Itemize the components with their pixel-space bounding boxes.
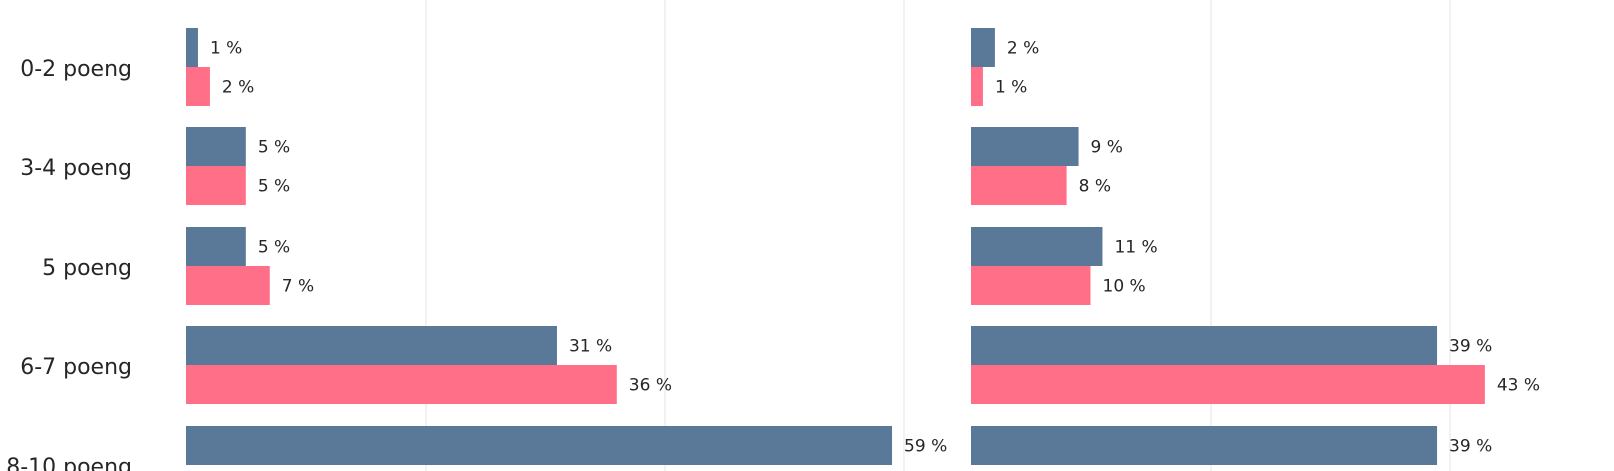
- bar-a-p2-4: [971, 426, 1438, 465]
- value-label: 5 %: [258, 177, 290, 197]
- bar-a-p1-1: [186, 127, 246, 166]
- bar-a-p1-3: [186, 326, 557, 365]
- category-labels: 0-2 poeng 3-4 poeng 5 poeng 6-7 poeng 8-10 p…: [6, 57, 132, 471]
- value-label: 5 %: [258, 238, 290, 258]
- bars: 1 % 5 % 5 % 31 % 59 % 2 % 5 % 7 % 36 % 2 % 9 % 11 %…: [186, 28, 1540, 465]
- bar-a-p1-0: [186, 28, 198, 67]
- bar-a-p2-2: [971, 227, 1103, 266]
- value-label: 8 %: [1079, 177, 1111, 197]
- category-label: 6-7 poeng: [20, 355, 132, 380]
- category-label: 5 poeng: [42, 256, 132, 281]
- value-label: 39 %: [1449, 437, 1492, 457]
- bar-b-p1-2: [186, 266, 270, 305]
- category-label: 0-2 poeng: [20, 57, 132, 82]
- bar-b-p2-0: [971, 67, 983, 106]
- bar-b-p1-3: [186, 365, 617, 404]
- bar-b-p2-3: [971, 365, 1485, 404]
- value-label: 9 %: [1091, 138, 1123, 158]
- value-label: 36 %: [629, 376, 672, 396]
- value-label: 2 %: [222, 78, 254, 98]
- value-label: 31 %: [569, 337, 612, 357]
- category-label: 8-10 poeng: [6, 455, 132, 471]
- bar-b-p1-0: [186, 67, 210, 106]
- bar-a-p1-2: [186, 227, 246, 266]
- value-label: 1 %: [995, 78, 1027, 98]
- value-label: 7 %: [282, 277, 314, 297]
- bar-b-p2-2: [971, 266, 1091, 305]
- bar-a-p1-4: [186, 426, 893, 465]
- value-label: 5 %: [258, 138, 290, 158]
- value-label: 10 %: [1103, 277, 1146, 297]
- value-label: 11 %: [1114, 238, 1157, 258]
- value-label: 39 %: [1449, 337, 1492, 357]
- bar-b-p1-1: [186, 166, 246, 205]
- bar-a-p2-1: [971, 127, 1079, 166]
- value-label: 43 %: [1497, 376, 1540, 396]
- bar-a-p2-0: [971, 28, 995, 67]
- bar-b-p2-1: [971, 166, 1067, 205]
- value-label: 2 %: [1007, 39, 1039, 59]
- value-label: 59 %: [904, 437, 947, 457]
- bar-a-p2-3: [971, 326, 1438, 365]
- value-label: 1 %: [210, 39, 242, 59]
- category-label: 3-4 poeng: [20, 156, 132, 181]
